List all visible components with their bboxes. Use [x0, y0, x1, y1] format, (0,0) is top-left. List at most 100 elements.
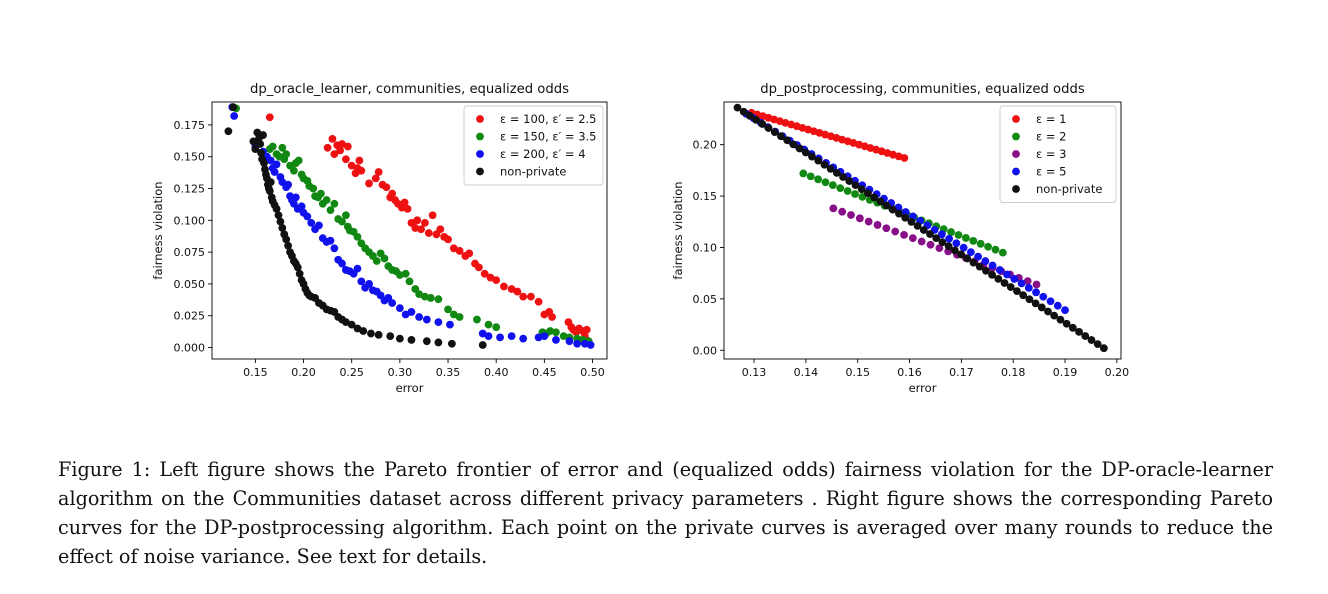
data-point	[294, 156, 303, 165]
data-point	[855, 214, 864, 223]
series-1	[232, 104, 593, 346]
data-point	[374, 330, 383, 339]
x-tick-label: 0.50	[580, 366, 605, 379]
left-chart: dp_oracle_learner, communities, equalize…	[151, 82, 608, 395]
data-point	[947, 228, 955, 236]
data-point	[821, 178, 830, 187]
data-point	[342, 211, 350, 220]
data-point	[480, 269, 489, 278]
data-point	[988, 270, 997, 279]
data-point	[251, 145, 260, 153]
data-point	[316, 189, 325, 198]
data-point	[289, 166, 298, 175]
y-tick-label: 0.15	[693, 190, 718, 203]
legend-marker	[1012, 115, 1020, 123]
data-point	[801, 148, 810, 157]
data-point	[353, 264, 362, 273]
data-point	[401, 269, 410, 278]
legend-box	[463, 105, 604, 186]
x-tick-label: 0.45	[532, 366, 557, 379]
data-point	[961, 234, 970, 242]
data-point	[380, 254, 389, 263]
legend-marker	[1012, 150, 1020, 158]
data-point	[814, 175, 822, 184]
data-point	[1017, 279, 1026, 288]
data-point	[343, 142, 352, 151]
data-point	[284, 180, 293, 189]
data-point	[847, 211, 855, 219]
legend-label: ε = 150, ε′ = 3.5	[500, 130, 597, 144]
data-point	[330, 150, 339, 159]
data-point	[293, 263, 302, 272]
data-point	[1024, 283, 1033, 292]
data-point	[1050, 311, 1059, 320]
data-point	[1037, 303, 1046, 312]
data-point	[276, 217, 285, 226]
data-point	[806, 172, 815, 181]
data-point	[444, 235, 452, 244]
data-point	[1032, 280, 1041, 289]
data-point	[388, 299, 397, 307]
data-point	[278, 143, 287, 152]
data-points	[733, 103, 1108, 353]
data-point	[799, 169, 808, 178]
data-point	[413, 216, 422, 225]
data-point	[513, 287, 522, 296]
data-point	[353, 232, 362, 241]
data-point	[272, 204, 281, 213]
data-point	[981, 257, 990, 265]
data-point	[257, 148, 266, 157]
data-point	[500, 282, 508, 291]
data-point	[278, 224, 287, 232]
data-point	[1031, 299, 1040, 308]
data-point	[839, 173, 847, 181]
figure-caption: Figure 1: Left figure shows the Pareto f…	[58, 458, 1273, 568]
data-point	[274, 211, 283, 220]
data-point	[950, 246, 959, 255]
x-axis-label: error	[909, 381, 937, 395]
data-point	[260, 159, 268, 167]
data-point	[901, 213, 910, 222]
data-point	[266, 178, 275, 187]
data-point	[403, 204, 412, 213]
data-point	[365, 280, 373, 288]
series-0	[747, 108, 909, 162]
x-tick-label: 0.16	[897, 366, 922, 379]
chart-title: dp_postprocessing, communities, equalize…	[760, 82, 1085, 97]
y-tick-label: 0.075	[174, 246, 206, 259]
data-point	[876, 197, 885, 206]
data-point	[336, 146, 345, 155]
data-point	[952, 239, 961, 248]
data-point	[882, 224, 891, 233]
data-point	[444, 305, 452, 314]
legend-marker	[476, 167, 484, 176]
data-point	[789, 140, 798, 149]
data-point	[1003, 270, 1011, 279]
data-point	[552, 328, 560, 337]
data-point	[434, 318, 443, 326]
data-point	[548, 313, 556, 321]
data-point	[323, 143, 332, 152]
data-point	[832, 168, 841, 177]
series-3	[224, 103, 487, 349]
data-point	[496, 333, 504, 342]
data-point	[272, 160, 281, 169]
data-point	[808, 152, 816, 161]
data-point	[829, 204, 838, 213]
legend-label: non-private	[1036, 182, 1102, 196]
x-tick-label: 0.20	[1105, 366, 1130, 379]
y-tick-label: 0.00	[693, 344, 718, 357]
data-point	[733, 103, 742, 112]
data-point	[229, 103, 238, 111]
data-point	[795, 144, 804, 153]
legend-marker	[1012, 185, 1020, 193]
data-point	[326, 206, 335, 215]
data-point	[1039, 292, 1048, 301]
data-point	[843, 187, 852, 195]
legend: ε = 1 ε = 2 ε = 3 ε = 5 non-private	[999, 105, 1117, 203]
data-point	[434, 338, 443, 347]
data-point	[826, 164, 835, 173]
data-point	[864, 217, 873, 226]
data-point	[900, 230, 908, 239]
data-point	[1032, 288, 1040, 297]
